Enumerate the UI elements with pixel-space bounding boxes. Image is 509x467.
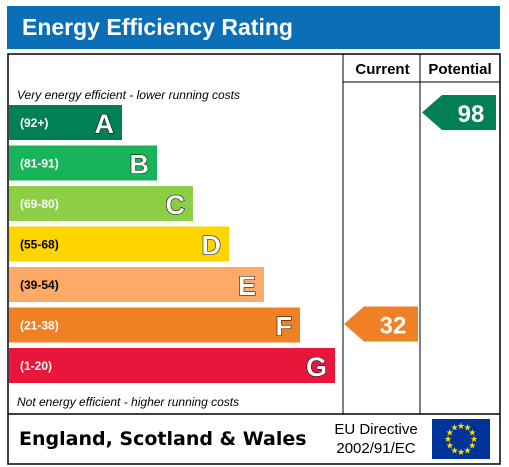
potential-column-header: Potential	[428, 61, 491, 78]
eu-star: ★	[468, 429, 476, 439]
rating-arrows: 32 98	[344, 95, 496, 342]
title-bar: Energy Efficiency Rating	[7, 6, 500, 49]
band-f-letter: F	[276, 312, 293, 342]
band-c-letter: C	[166, 190, 186, 220]
chart-title: Energy Efficiency Rating	[22, 14, 293, 40]
eu-star: ★	[446, 429, 454, 439]
current-rating-arrow	[344, 306, 418, 342]
potential-rating-value: 98	[458, 101, 485, 128]
band-g	[9, 348, 335, 383]
eu-star: ★	[468, 442, 476, 452]
band-f	[9, 307, 300, 343]
band-e-letter: E	[238, 271, 256, 301]
eu-star: ★	[444, 435, 452, 445]
band-a-letter: A	[95, 109, 115, 139]
band-b-range: (81-91)	[20, 157, 59, 171]
band-a-range: (92+)	[20, 116, 48, 130]
eu-star: ★	[457, 422, 465, 432]
eu-star: ★	[463, 446, 471, 456]
current-column-header: Current	[355, 61, 409, 78]
band-e	[9, 267, 264, 302]
top-caption: Very energy efficient - lower running co…	[17, 88, 240, 102]
band-c-range: (69-80)	[20, 197, 59, 211]
directive-line1: EU Directive	[334, 421, 417, 438]
rating-bands: (92+) A (81-91) B (69-80) C (55-68) D (39-54) E (2…	[9, 105, 335, 383]
band-c	[9, 186, 193, 221]
band-d-range: (55-68)	[20, 238, 59, 252]
eu-star: ★	[457, 448, 465, 458]
eu-flag-icon: ★ ★ ★ ★ ★ ★ ★ ★ ★ ★ ★ ★	[432, 419, 490, 459]
eu-stars: ★★★★★★★★★★★★	[444, 422, 478, 458]
chart-labels: Current Potential Very energy efficient - …	[17, 61, 492, 457]
band-g-range: (1-20)	[20, 359, 52, 373]
band-a	[9, 105, 122, 140]
current-rating-value: 32	[380, 313, 407, 340]
chart-frame	[7, 53, 501, 465]
directive-line2: 2002/91/EC	[336, 440, 415, 457]
band-f-range: (21-38)	[20, 319, 59, 333]
band-b-letter: B	[130, 150, 150, 180]
band-b	[9, 145, 157, 181]
band-e-range: (39-54)	[20, 278, 59, 292]
band-g-letter: G	[306, 352, 327, 382]
band-d	[9, 226, 229, 262]
outer-border	[7, 53, 501, 465]
eu-star: ★	[450, 446, 458, 456]
eu-star: ★	[463, 424, 471, 434]
bottom-caption: Not energy efficient - higher running co…	[17, 395, 239, 409]
eu-star: ★	[446, 442, 454, 452]
band-d-letter: D	[202, 231, 222, 261]
eu-star: ★	[450, 424, 458, 434]
potential-rating-arrow	[422, 95, 496, 130]
eu-star: ★	[470, 435, 478, 445]
footer-region: England, Scotland & Wales	[19, 428, 307, 450]
